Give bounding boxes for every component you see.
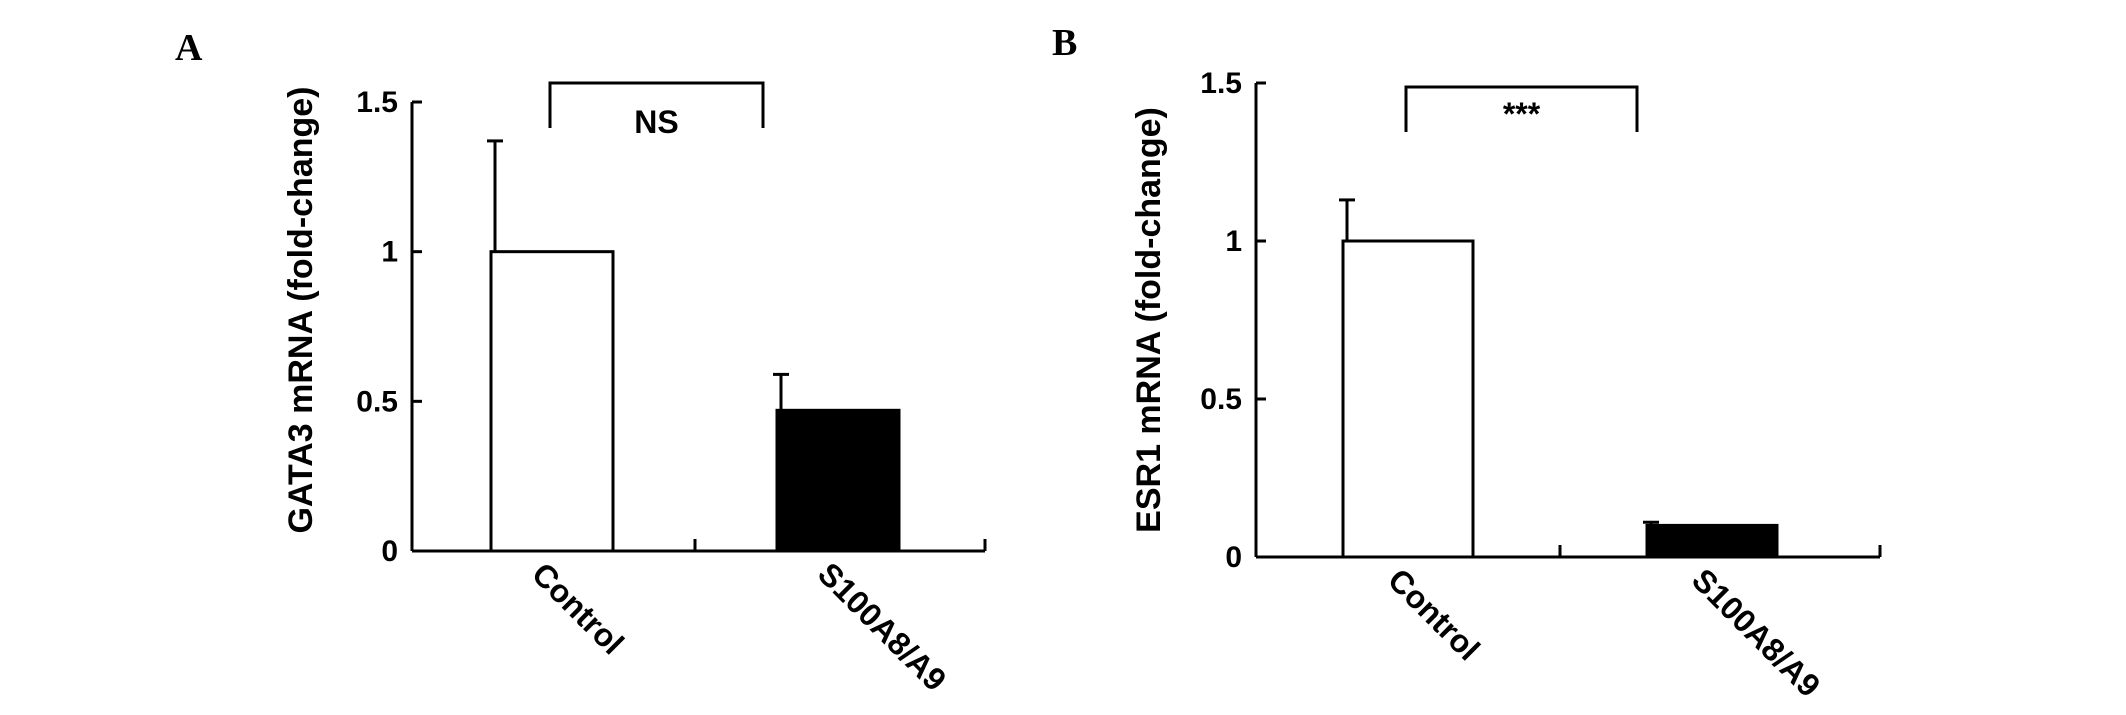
y-tick-label: 1 xyxy=(1225,225,1242,258)
y-axis-title: GATA3 mRNA (fold-change) xyxy=(282,86,320,533)
y-tick-label: 1.5 xyxy=(1200,67,1242,100)
y-axis-title: ESR1 mRNA (fold-change) xyxy=(1130,107,1168,533)
chart-panel-a: A 0 0.5 1 1.5 GATA3 mRNA (fold-change) Control… xyxy=(175,27,987,698)
significance-bracket xyxy=(548,81,765,128)
panel-letter: A xyxy=(175,27,203,69)
y-tick-label: 0.5 xyxy=(356,385,398,418)
chart-panel-b: B 0 0.5 1 1.5 ESR1 mRNA (fold-change) Control S… xyxy=(1052,22,1882,704)
significance-label: *** xyxy=(1503,96,1541,132)
bar xyxy=(1341,239,1475,559)
y-tick-label: 0 xyxy=(381,535,398,568)
y-tick-label: 1.5 xyxy=(356,86,398,119)
bar xyxy=(775,408,901,553)
x-category-label: Control xyxy=(1381,561,1487,667)
significance-bracket xyxy=(1404,85,1639,132)
x-category-label: S100A8/A9 xyxy=(1685,561,1827,703)
panel-letter: B xyxy=(1052,22,1077,64)
y-tick-label: 0 xyxy=(1225,541,1242,574)
significance-label: NS xyxy=(634,104,678,140)
x-category-label: S100A8/A9 xyxy=(811,555,953,697)
bar xyxy=(1645,523,1779,559)
y-tick-label: 0.5 xyxy=(1200,383,1242,416)
bar xyxy=(489,250,615,553)
y-tick-label: 1 xyxy=(381,236,398,269)
x-category-label: Control xyxy=(525,555,631,661)
